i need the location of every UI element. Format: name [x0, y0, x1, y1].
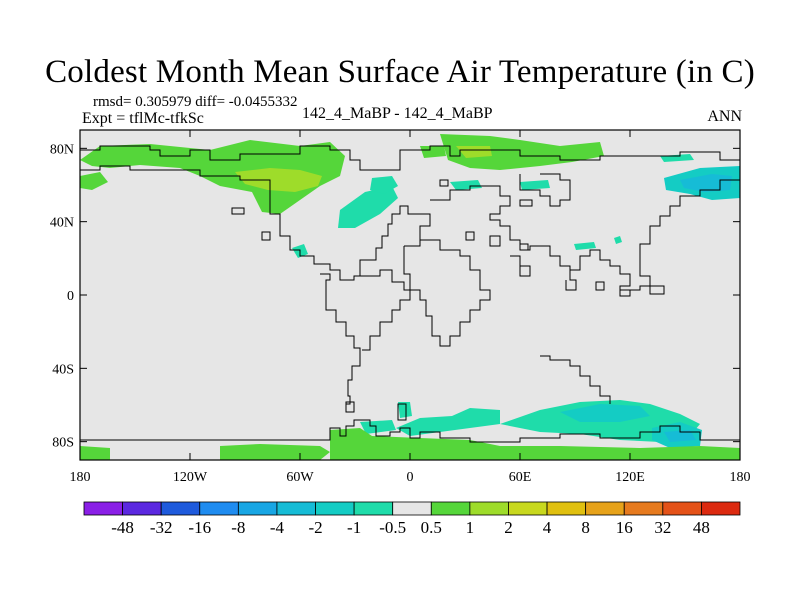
x-tick-label: 0 [407, 470, 414, 485]
coastline-sea-asia [595, 281, 665, 297]
y-tick-label: 0 [67, 289, 74, 304]
colorbar-swatch [122, 501, 162, 516]
colorbar-swatch [701, 501, 741, 516]
coastline-caspian [489, 235, 529, 251]
y-tick-label: 80N [50, 142, 74, 157]
coastline-islands-north [231, 179, 533, 241]
colorbar-label: -4 [270, 518, 285, 537]
warm-region-arctic-asia [440, 134, 604, 170]
coastline-asia-inner [519, 173, 571, 207]
coastline-peninsula [345, 401, 407, 421]
cool-spot-europe [450, 180, 482, 190]
colorbar-swatch [469, 501, 509, 516]
cool-core-southern-ocean [560, 404, 650, 422]
warm-region-north-america [80, 140, 345, 214]
rmsd-diff-line: rmsd= 0.305979 diff= -0.0455332 [93, 94, 298, 110]
colorbar-label: -0.5 [379, 518, 406, 537]
anomaly-field [80, 134, 740, 460]
y-tick-label: 80S [52, 436, 74, 451]
x-tick-label: 120W [173, 470, 208, 485]
colorbar-swatch [546, 501, 587, 516]
colorbar-swatch [430, 501, 471, 516]
colorbar-swatch [353, 501, 394, 516]
colorbar-label: 1 [466, 518, 475, 537]
colorbar-label: -32 [150, 518, 173, 537]
coastline-australia [540, 355, 611, 404]
colorbar-label: 0.5 [421, 518, 442, 537]
x-tick-label: 60E [509, 470, 532, 485]
coastline-africa [403, 239, 491, 347]
colorbar-swatch [623, 501, 664, 516]
x-tick-label: 180 [730, 470, 751, 485]
colorbar-label: -2 [308, 518, 322, 537]
y-tick-label: 40S [52, 362, 74, 377]
figure-title: Coldest Month Mean Surface Air Temperatu… [45, 54, 755, 90]
experiment-line: Expt = tflMc-tfkSc [82, 110, 204, 127]
season-label: ANN [707, 108, 742, 125]
y-tick-label: 40N [50, 216, 74, 231]
coastline-north-america [80, 165, 431, 281]
colorbar-label: 48 [693, 518, 710, 537]
warm-region-antarctic-coast-far-east [80, 446, 110, 460]
cool-core-antarctic-east [664, 430, 696, 442]
colorbar-swatch [276, 501, 316, 516]
coastline-antarctica [80, 419, 740, 443]
x-tick-label: 180 [70, 470, 91, 485]
warm-region-antarctic-coast-west [220, 444, 330, 460]
cool-spot-japan [614, 236, 622, 244]
colorbar-swatch [585, 501, 625, 516]
colorbar-label: 8 [581, 518, 590, 537]
colorbar: -48 -32 -16 -8 -4 -2 -1 -0.5 0.5 1 2 4 8 16 32 48 [83, 501, 741, 537]
colorbar-swatch [662, 501, 702, 516]
colorbar-label: 4 [543, 518, 552, 537]
coastline-arabia [510, 255, 531, 277]
axis-ticks: 180 120W 60W 0 60E 120E 180 80N 40N 0 40S 80S [50, 130, 751, 485]
cool-region-southern-ocean-west [396, 408, 500, 436]
colorbar-swatch [199, 501, 239, 516]
colorbar-label: -1 [347, 518, 361, 537]
colorbar-swatch [237, 501, 278, 516]
colorbar-label: -16 [188, 518, 211, 537]
colorbar-label: 32 [654, 518, 671, 537]
cool-region-greenland [370, 176, 398, 194]
colorbar-swatch [508, 501, 548, 516]
warm-region-alaska-edge [80, 172, 108, 190]
colorbar-swatch [392, 501, 432, 516]
cool-region-north-atlantic [338, 186, 398, 228]
colorbar-label: 16 [616, 518, 633, 537]
warm-region-antarctic-coast-east [330, 428, 740, 460]
x-tick-label: 60W [286, 470, 314, 485]
cool-spot-siberia-west [520, 180, 550, 190]
colorbar-swatch [160, 501, 201, 516]
colorbar-label: 2 [504, 518, 513, 537]
case-label: 142_4_MaBP - 142_4_MaBP [302, 105, 493, 122]
x-tick-label: 120E [615, 470, 645, 485]
colorbar-swatch [83, 501, 123, 516]
cool-spot-peninsula [398, 402, 412, 418]
coastlines [80, 145, 740, 443]
warm-core-arctic-asia [456, 146, 492, 158]
cool-core-east-siberia [680, 174, 732, 192]
coastline-europe-asia [430, 179, 740, 291]
coastline-south-america [320, 273, 361, 405]
coastline-south-america-east [354, 269, 411, 351]
warm-region-barents [420, 146, 446, 158]
cool-spot-china [574, 242, 596, 250]
colorbar-label: -48 [111, 518, 134, 537]
warm-core-canada [235, 168, 322, 192]
cool-region-weddell [360, 420, 396, 434]
coastline-india [560, 265, 577, 291]
colorbar-label: -8 [231, 518, 245, 537]
colorbar-swatch [315, 501, 355, 516]
coastline-arctic-north [80, 145, 740, 171]
